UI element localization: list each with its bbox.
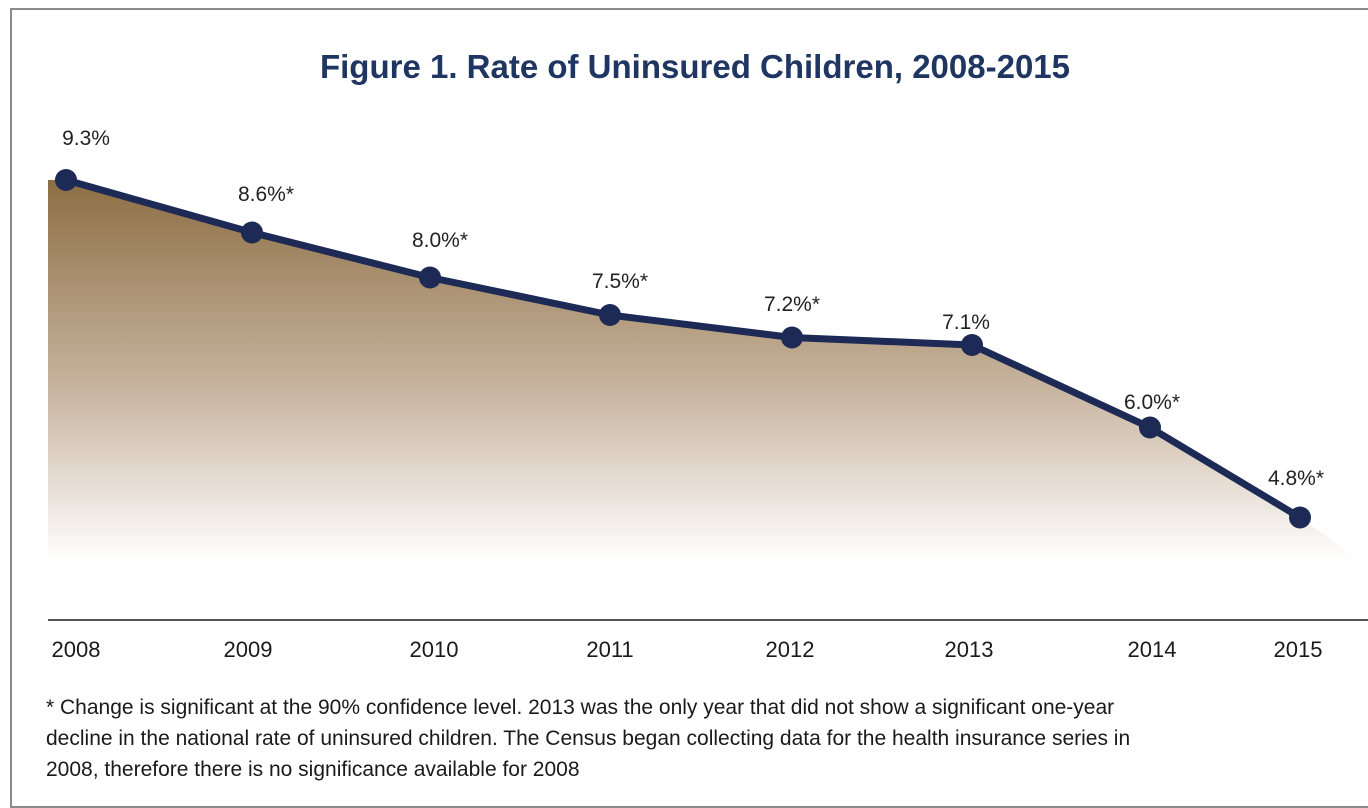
x-tick-label-2008: 2008	[52, 637, 101, 662]
x-tick-label-2009: 2009	[224, 637, 273, 662]
area-fill	[48, 180, 1362, 562]
x-tick-label-2014: 2014	[1128, 637, 1177, 662]
footnote-line-2: decline in the national rate of uninsure…	[46, 727, 1131, 750]
data-label-2011: 7.5%*	[592, 270, 648, 293]
data-label-2012: 7.2%*	[764, 293, 820, 316]
footnote-line-3: 2008, therefore there is no significance…	[46, 758, 580, 781]
data-point-2015	[1289, 506, 1311, 529]
x-tick-label-2015: 2015	[1274, 637, 1323, 662]
data-point-2008	[55, 169, 77, 191]
series-line	[65, 176, 1302, 521]
footnote: * Change is significant at the 90% confi…	[46, 692, 1326, 785]
data-point-2014	[1139, 416, 1161, 439]
x-tick-label-2010: 2010	[410, 637, 459, 662]
data-label-2009: 8.6%*	[238, 183, 294, 206]
data-label-2013: 7.1%	[942, 311, 990, 334]
data-point-2012	[781, 326, 803, 349]
x-tick-label-2012: 2012	[766, 637, 815, 662]
data-label-2010: 8.0%*	[412, 229, 468, 252]
x-tick-label-2011: 2011	[586, 637, 633, 662]
data-label-2014: 6.0%*	[1124, 391, 1180, 414]
data-point-2010	[419, 266, 441, 289]
x-tick-label-2013: 2013	[945, 637, 994, 662]
data-label-2015: 4.8%*	[1268, 467, 1324, 490]
data-point-2009	[241, 221, 263, 244]
data-point-2013	[961, 334, 983, 356]
footnote-line-1: * Change is significant at the 90% confi…	[46, 696, 1115, 719]
data-point-2011	[599, 304, 621, 326]
data-label-2008: 9.3%	[62, 127, 110, 150]
chart-title: Figure 1. Rate of Uninsured Children, 20…	[319, 48, 1071, 85]
